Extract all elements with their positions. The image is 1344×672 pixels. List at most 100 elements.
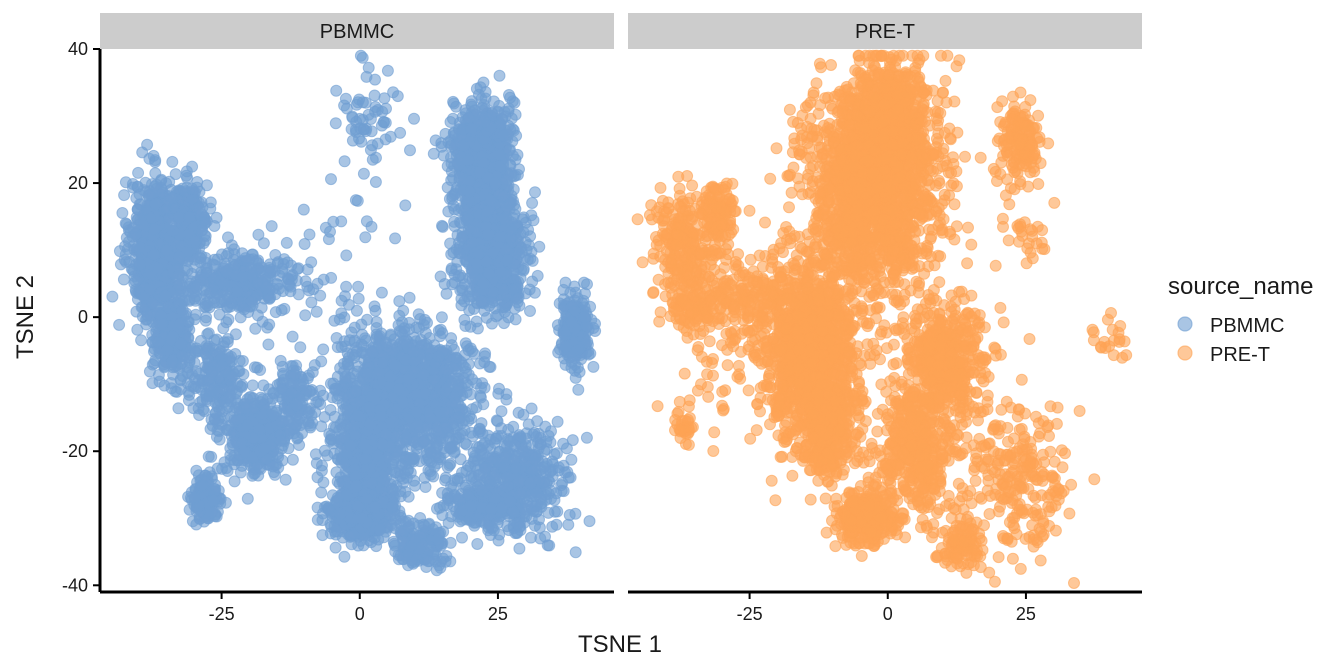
data-point: [447, 95, 460, 108]
data-point: [369, 73, 381, 86]
data-point: [166, 356, 179, 369]
data-point: [354, 49, 367, 62]
data-point: [201, 352, 214, 365]
data-point: [193, 202, 206, 214]
data-point: [493, 160, 506, 173]
data-point: [505, 169, 518, 182]
data-point: [222, 231, 234, 244]
data-point: [205, 450, 218, 463]
data-point: [377, 116, 390, 128]
data-point: [155, 173, 168, 186]
data-point: [493, 69, 506, 82]
data-point: [215, 359, 228, 372]
data-point: [238, 397, 251, 410]
data-point: [189, 308, 202, 321]
data-point: [504, 91, 517, 104]
data-point: [356, 96, 369, 109]
data-point: [131, 323, 144, 336]
data-point: [202, 327, 215, 340]
data-point: [196, 479, 209, 492]
data-point: [164, 219, 177, 232]
panel-pbmmc: PBMMC: [100, 13, 614, 577]
data-point: [370, 316, 383, 328]
data-point: [403, 291, 416, 304]
data-point: [169, 168, 182, 181]
data-point: [486, 286, 499, 299]
data-point: [146, 297, 159, 310]
data-point: [355, 135, 368, 148]
data-point: [394, 126, 407, 139]
data-point: [132, 166, 145, 179]
data-point: [497, 213, 510, 226]
data-point: [147, 248, 160, 261]
strip-background-pbmmc: [100, 13, 614, 49]
data-point: [364, 113, 377, 125]
data-point: [453, 116, 466, 129]
data-point: [116, 207, 129, 219]
data-point: [489, 177, 502, 190]
data-point: [190, 281, 203, 294]
data-point: [290, 399, 303, 412]
data-point: [118, 189, 131, 202]
data-point: [269, 249, 282, 261]
data-point: [568, 280, 581, 293]
data-point: [465, 122, 478, 135]
data-point: [529, 186, 541, 199]
data-point: [338, 99, 351, 112]
data-point: [293, 412, 306, 425]
data-point: [131, 180, 144, 193]
data-point: [207, 494, 220, 507]
data-point: [314, 398, 327, 411]
data-point: [286, 453, 299, 466]
data-point: [176, 303, 189, 316]
data-point: [578, 311, 591, 324]
data-point: [364, 144, 377, 156]
data-point: [182, 367, 195, 380]
data-point: [393, 295, 406, 308]
data-point: [117, 273, 130, 286]
data-point: [220, 265, 233, 278]
data-point: [172, 402, 185, 415]
data-point: [156, 318, 169, 331]
data-point: [198, 300, 211, 313]
data-point: [189, 346, 202, 359]
data-point: [149, 198, 162, 211]
data-point: [481, 205, 494, 218]
data-point: [581, 278, 593, 291]
data-point: [208, 259, 221, 272]
data-point: [455, 281, 468, 294]
data-point: [246, 379, 259, 392]
data-point: [237, 368, 250, 381]
data-point: [477, 277, 490, 290]
data-point: [200, 179, 213, 192]
data-point: [439, 127, 452, 140]
data-point: [524, 305, 536, 317]
data-point: [275, 415, 288, 428]
data-point: [329, 117, 342, 130]
data-point: [516, 213, 529, 226]
data-point: [293, 378, 305, 391]
data-point: [221, 292, 234, 305]
data-point: [470, 315, 483, 328]
data-point: [190, 518, 203, 531]
data-point: [435, 311, 448, 324]
data-point: [509, 153, 522, 166]
data-point: [511, 292, 523, 305]
data-point: [353, 112, 366, 125]
data-point: [235, 437, 248, 449]
data-point: [141, 138, 154, 151]
data-point: [404, 144, 416, 157]
data-point: [294, 341, 307, 354]
data-point: [487, 246, 500, 259]
data-point: [289, 368, 301, 381]
data-point: [127, 222, 140, 235]
data-point: [291, 432, 304, 445]
data-point: [315, 355, 328, 368]
data-point: [510, 282, 523, 295]
data-point: [134, 258, 146, 271]
data-point: [188, 356, 201, 369]
data-point: [559, 340, 572, 353]
data-point: [148, 357, 161, 370]
data-point: [527, 214, 540, 227]
data-point: [205, 365, 218, 378]
